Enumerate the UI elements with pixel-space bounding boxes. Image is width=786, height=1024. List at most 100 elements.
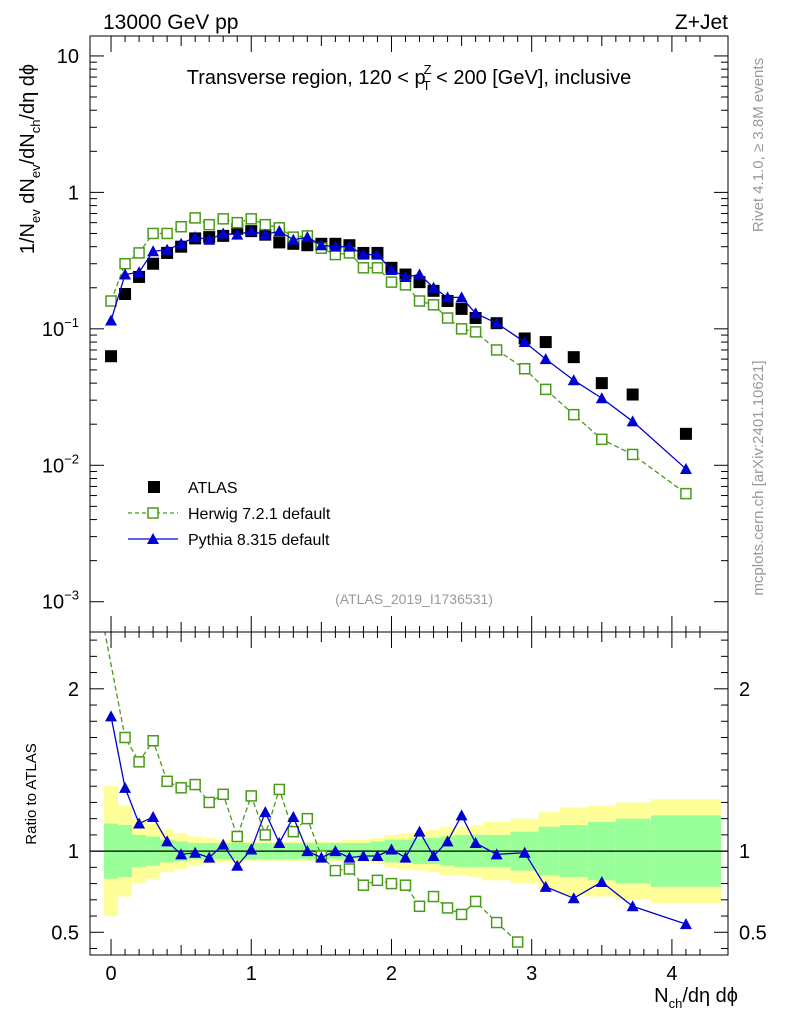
- main-herwig-point: [680, 487, 692, 500]
- ratio-pythia-point: [329, 845, 342, 857]
- main-panel-frame: [89, 35, 729, 633]
- main-herwig-point: [119, 257, 131, 270]
- main-ylabel: 1/Nev dNev/dNch/dη dϕ: [17, 64, 43, 254]
- legend-atlas-marker: [148, 481, 160, 493]
- ylabel-part-4: /dN: [17, 133, 39, 164]
- ratio-pythia-point: [469, 837, 482, 849]
- main-herwig-point: [469, 326, 482, 338]
- main-atlas-point: [119, 288, 132, 301]
- ytick-base: 10: [57, 46, 79, 68]
- main-pythia-point: [217, 227, 230, 239]
- ylabel-part-3: ev: [28, 164, 43, 178]
- ratio-panel-frame: [89, 631, 729, 956]
- ratio-xtick-label: 3: [526, 963, 537, 985]
- ratio-pythia-point: [203, 851, 216, 863]
- ratio-herwig-point: [301, 812, 314, 825]
- ratio-herwig-point: [175, 782, 187, 794]
- ratio-pythia-point: [567, 892, 580, 904]
- main-pythia-point: [133, 266, 146, 278]
- main-pythia-point: [385, 263, 398, 275]
- ytick-exponent: −2: [64, 451, 79, 466]
- ratio-pythia-point: [399, 851, 412, 863]
- main-pythia-point: [119, 268, 132, 280]
- ylabel-part-5: ch: [28, 120, 43, 134]
- xlabel-part-2: /dη dϕ: [682, 985, 738, 1007]
- main-herwig-point: [518, 362, 531, 375]
- main-pythia-point: [371, 248, 384, 260]
- main-pythia-point: [161, 243, 174, 255]
- ratio-herwig-point: [441, 902, 454, 914]
- ratio-pythia-point: [301, 845, 314, 857]
- main-pythia-point: [203, 233, 216, 245]
- ratio-ytick-label-right: 0.5: [739, 922, 767, 944]
- ratio-pythia-point: [105, 710, 118, 722]
- main-atlas-point: [273, 236, 286, 249]
- ratio-herwig-point: [203, 796, 215, 809]
- main-herwig-point: [385, 276, 398, 288]
- main-herwig-point: [147, 227, 159, 240]
- legend: ATLAS Herwig 7.2.1 default Pythia 8.315 …: [128, 480, 331, 549]
- ratio-pythia-point: [259, 806, 272, 818]
- main-pythia-point: [175, 237, 188, 249]
- main-ytick-label: 1: [68, 182, 79, 204]
- legend-herwig-marker: [147, 507, 159, 519]
- main-pythia-point: [259, 228, 272, 240]
- ratio-herwig-point: [413, 900, 426, 913]
- main-atlas-point: [105, 350, 118, 363]
- ylabel-part-2: dN: [17, 178, 39, 209]
- ylabel-part-6: /dη dϕ: [17, 64, 39, 120]
- mcplots-label: mcplots.cern.ch [arXiv:2401.10621]: [750, 360, 767, 595]
- ratio-pythia-point: [343, 851, 356, 863]
- ratio-panel-series: [104, 632, 692, 948]
- main-herwig-point: [245, 213, 258, 225]
- ratio-herwig-point: [189, 778, 201, 791]
- main-herwig-point: [105, 295, 117, 307]
- ratio-ytick-label: 1: [68, 841, 79, 863]
- ratio-pythia-point: [385, 843, 398, 855]
- ratio-herwig-point: [490, 916, 503, 929]
- ratio-ytick-label: 0.5: [51, 922, 79, 944]
- ratio-pythia-point: [175, 848, 188, 860]
- ratio-ytick-label-right: 2: [739, 679, 750, 701]
- main-herwig-point: [203, 218, 215, 231]
- main-atlas-point: [455, 302, 468, 315]
- main-atlas-point: [626, 388, 639, 401]
- ratio-herwig-point: [231, 830, 243, 843]
- ratio-herwig-point: [469, 895, 482, 908]
- ratio-herwig-point: [119, 731, 131, 744]
- ratio-xtick-label: 1: [246, 963, 257, 985]
- ratio-pythia-point: [245, 843, 258, 855]
- main-pythia-point: [231, 228, 244, 240]
- main-pythia-point: [413, 268, 426, 280]
- main-herwig-line: [110, 217, 687, 495]
- xlabel-part-1: ch: [669, 996, 683, 1011]
- main-pythia-point: [595, 392, 608, 404]
- ylabel-part-0: 1/N: [17, 223, 39, 254]
- main-herwig-point: [568, 408, 580, 421]
- ratio-pythia-point: [626, 900, 639, 912]
- main-pythia-point: [301, 231, 314, 243]
- main-ytick-label: 10−3: [42, 588, 79, 614]
- main-pythia-point: [469, 307, 482, 319]
- ratio-pythia-point: [119, 781, 132, 793]
- main-atlas-point: [539, 336, 552, 349]
- main-pythia-point: [357, 248, 370, 260]
- ytick-base: 1: [68, 182, 79, 204]
- ratio-pythia-line: [110, 716, 687, 925]
- main-herwig-point: [490, 344, 503, 356]
- main-pythia-point: [679, 462, 692, 474]
- ratio-pythia-point: [539, 880, 552, 892]
- ratio-pythia-point: [315, 851, 328, 863]
- ratio-xtick-label: 4: [666, 963, 677, 985]
- main-title-after: < 200 [GeV], inclusive: [431, 67, 632, 89]
- ratio-ytick-label-right: 1: [739, 841, 750, 863]
- ratio-pythia-point: [413, 825, 426, 837]
- ytick-exponent: −3: [64, 588, 79, 603]
- ratio-xlabel: Nch/dη dϕ: [654, 985, 738, 1011]
- ratio-herwig-point: [455, 908, 468, 921]
- ytick-exponent: −1: [64, 315, 79, 330]
- main-pythia-point: [189, 231, 202, 243]
- ratio-pythia-point: [357, 849, 370, 861]
- main-ytick-label: 10−1: [42, 315, 79, 341]
